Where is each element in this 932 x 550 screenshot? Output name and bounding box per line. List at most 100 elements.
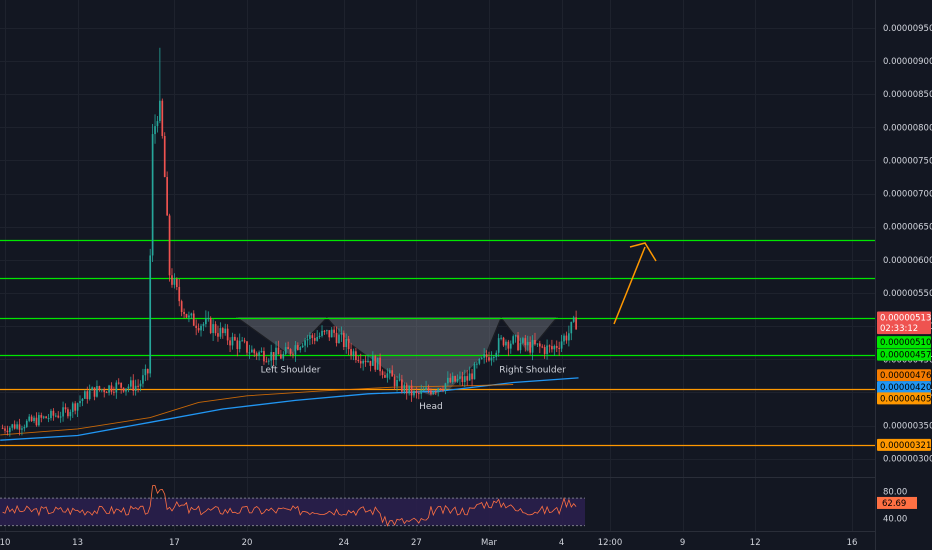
candle-body <box>25 420 28 428</box>
candle-body <box>62 407 64 417</box>
rsi-value-text: 62.69 <box>882 499 906 509</box>
candle-body <box>543 346 546 354</box>
price-tick-label: 0.00000550 <box>883 289 932 299</box>
candle-body <box>415 390 418 394</box>
candle-body <box>374 356 377 370</box>
candle-body <box>313 337 316 341</box>
candle-body <box>396 379 398 387</box>
candle-body <box>309 335 311 340</box>
candle-body <box>333 329 335 333</box>
annotation-label: Head <box>419 402 443 412</box>
time-axis[interactable]: 10 13 17 20 24 27 Mar 4 12:00 9 12 16 <box>0 538 857 548</box>
candle-body <box>69 411 72 417</box>
candle-body <box>137 385 139 387</box>
candle-body <box>265 361 268 363</box>
candle-body <box>28 416 31 421</box>
candle-body <box>217 333 219 337</box>
candle-body <box>568 333 570 341</box>
price-tick-label: 0.00000600 <box>883 256 932 266</box>
candle-body <box>447 377 449 384</box>
candle-body <box>350 349 352 356</box>
candle-body <box>272 352 275 360</box>
candle-body <box>488 357 490 361</box>
candles <box>1 47 577 437</box>
price-badge-text: 0.00000420 <box>880 383 931 393</box>
candle-body <box>74 403 77 411</box>
candle-body <box>144 368 147 376</box>
candle-body <box>38 415 40 426</box>
candle-body <box>178 287 181 302</box>
candle-body <box>185 313 188 318</box>
candle-body <box>364 360 367 363</box>
candle-body <box>8 427 11 433</box>
candle-body <box>490 357 493 361</box>
candle-body <box>330 329 333 338</box>
candle-body <box>224 328 227 334</box>
candle-body <box>13 424 16 429</box>
candle-body <box>495 352 498 358</box>
candle-body <box>335 332 338 344</box>
price-tick-label: 0.00000650 <box>883 223 932 233</box>
candle-body <box>311 335 314 338</box>
candle-body <box>120 382 123 388</box>
rsi-tick-label: 80.00 <box>883 487 907 497</box>
candle-body <box>190 313 193 316</box>
annotation-label: Left Shoulder <box>261 366 321 376</box>
candle-body <box>161 100 164 136</box>
candle-body <box>50 410 52 419</box>
candle-body <box>425 387 427 390</box>
rsi-pane <box>0 485 585 527</box>
candle-body <box>270 352 273 361</box>
candle-body <box>67 409 69 417</box>
price-tick-label: 0.00000700 <box>883 190 932 200</box>
candle-body <box>572 317 575 322</box>
candle-body <box>541 346 544 348</box>
candle-body <box>444 383 447 390</box>
candle-body <box>219 328 222 337</box>
candle-body <box>342 332 345 348</box>
candle-body <box>142 375 144 384</box>
candle-body <box>166 177 168 216</box>
candle-body <box>454 376 456 382</box>
candle-body <box>505 341 507 346</box>
price-badge-text: 0.00000476 <box>880 371 931 381</box>
candle-body <box>393 376 396 387</box>
candle-body <box>134 385 137 391</box>
candle-body <box>45 416 47 419</box>
candle-body <box>514 335 517 337</box>
candle-body <box>410 385 413 396</box>
candle-body <box>534 340 536 345</box>
candle-body <box>246 341 248 353</box>
candle-body <box>459 376 461 379</box>
candle-body <box>371 356 374 366</box>
time-tick-label: 13 <box>72 538 83 548</box>
candle-body <box>517 335 519 351</box>
candle-body <box>524 338 527 346</box>
projection-arrow[interactable] <box>613 242 657 325</box>
candle-body <box>132 380 135 391</box>
candle-body <box>200 325 202 331</box>
candle-body <box>212 324 214 334</box>
candle-body <box>451 376 454 383</box>
moving-average-slow <box>0 384 514 436</box>
price-badge <box>877 336 931 349</box>
candle-body <box>284 347 287 355</box>
candle-body <box>512 336 515 344</box>
candle-body <box>117 382 120 384</box>
candle-body <box>449 377 452 383</box>
candle-body <box>570 321 573 334</box>
annotation-label: Right Shoulder <box>499 366 566 376</box>
candle-body <box>376 357 379 370</box>
candle-body <box>275 347 277 360</box>
candle-body <box>362 360 365 364</box>
candle-body <box>432 391 435 394</box>
time-tick-label: 16 <box>847 538 858 548</box>
candle-body <box>497 338 500 353</box>
candle-body <box>282 354 285 359</box>
candle-body <box>560 341 563 349</box>
candle-body <box>316 337 319 341</box>
candle-body <box>480 357 483 359</box>
candle-body <box>91 387 93 391</box>
